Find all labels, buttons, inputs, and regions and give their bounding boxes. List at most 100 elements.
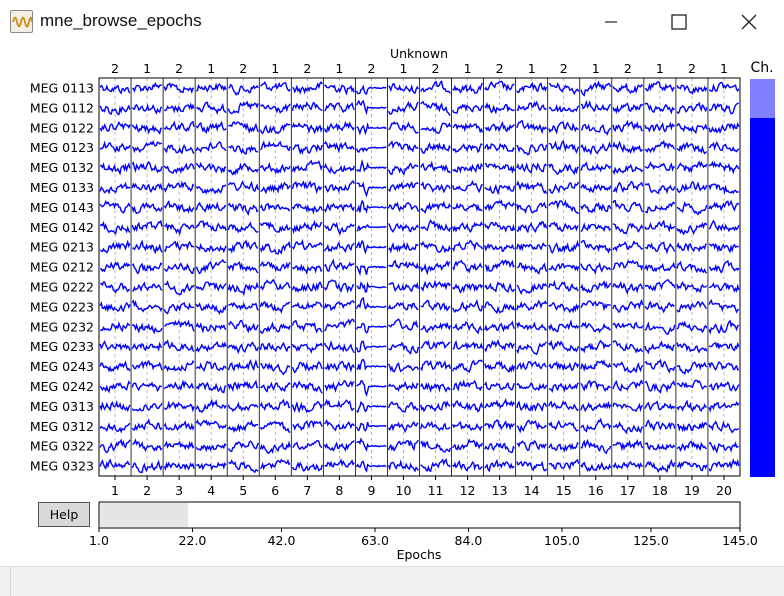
channel-trace	[676, 461, 708, 472]
channel-trace	[323, 398, 355, 412]
epoch-scrollbar[interactable]	[98, 501, 741, 529]
channel-trace	[227, 239, 259, 254]
channel-trace	[420, 359, 451, 372]
channel-trace	[644, 300, 675, 314]
epoch-number-label: 8	[335, 483, 343, 498]
channel-trace	[708, 420, 739, 434]
channel-trace	[644, 279, 676, 292]
channel-trace	[516, 341, 547, 356]
channel-trace	[612, 379, 644, 392]
channel-trace	[420, 279, 451, 293]
channel-trace	[195, 120, 227, 134]
channel-label: MEG 0322	[30, 439, 94, 454]
channel-trace	[195, 340, 227, 353]
channel-trace	[291, 461, 323, 472]
channel-trace	[516, 201, 548, 214]
channel-trace	[195, 302, 227, 315]
channel-trace	[708, 341, 740, 352]
channel-trace	[452, 421, 483, 432]
epoch-number-label: 20	[716, 483, 732, 498]
channel-trace	[291, 101, 323, 112]
channel-trace	[676, 84, 708, 95]
channel-trace	[227, 100, 259, 115]
channel-trace	[132, 281, 163, 293]
channel-trace	[548, 459, 580, 471]
channel-trace	[388, 318, 419, 331]
minimize-button[interactable]	[588, 4, 634, 40]
event-id-label: 2	[688, 61, 696, 76]
help-button[interactable]: Help	[38, 502, 90, 527]
channel-trace	[259, 140, 291, 152]
channel-trace	[195, 258, 227, 275]
channel-trace	[387, 400, 419, 413]
channel-label: MEG 0233	[30, 339, 94, 354]
epoch-number-label: 11	[428, 483, 444, 498]
channel-trace	[163, 143, 195, 155]
channel-trace	[323, 202, 355, 214]
channel-trace	[387, 201, 419, 213]
channel-trace	[708, 219, 740, 233]
channel-trace	[676, 123, 708, 135]
maximize-button[interactable]	[656, 4, 702, 40]
channel-trace	[227, 319, 259, 334]
channel-trace	[452, 162, 484, 174]
channel-trace	[548, 104, 580, 113]
close-button[interactable]	[726, 4, 772, 40]
channel-trace	[580, 99, 612, 113]
channel-trace	[227, 261, 259, 274]
channel-trace	[131, 459, 163, 474]
channel-trace	[99, 422, 131, 434]
channel-trace	[163, 440, 195, 451]
channel-trace	[420, 440, 451, 453]
event-id-row: 2 1 2 1 2 1 2 1 2 1 2 1 2 1 2 1 2 1 2 1	[111, 61, 728, 76]
channel-trace	[516, 262, 548, 275]
channel-trace	[163, 82, 195, 95]
status-separator	[10, 567, 11, 596]
channel-trace	[484, 380, 516, 391]
event-id-label: 1	[656, 61, 664, 76]
channel-trace	[580, 80, 612, 97]
channel-trace	[548, 301, 580, 314]
channel-trace	[388, 259, 419, 270]
channel-trace	[259, 398, 291, 412]
channel-trace	[131, 140, 163, 154]
epochs-plot-area[interactable]	[98, 77, 741, 477]
channel-trace	[132, 81, 162, 93]
channel-trace	[612, 120, 644, 133]
channel-trace	[484, 120, 515, 133]
channel-trace	[644, 458, 676, 474]
channel-label: MEG 0232	[30, 319, 94, 334]
channel-trace	[99, 261, 131, 273]
channel-trace	[196, 101, 227, 115]
channel-trace	[420, 160, 451, 174]
channel-trace	[580, 183, 612, 194]
channel-trace	[676, 440, 707, 452]
channel-trace	[356, 122, 387, 136]
channel-trace	[580, 379, 612, 392]
channel-trace	[484, 458, 515, 473]
channel-trace	[708, 319, 739, 335]
channel-trace	[131, 381, 162, 393]
channel-trace	[708, 140, 740, 153]
channel-trace	[484, 183, 516, 196]
channel-trace	[484, 397, 516, 410]
channel-trace	[195, 442, 227, 453]
channel-trace	[516, 400, 548, 413]
channel-trace	[195, 141, 227, 153]
channel-trace	[388, 281, 419, 293]
epoch-number-label: 9	[367, 483, 375, 498]
channel-trace	[356, 358, 387, 371]
channel-trace	[580, 400, 612, 413]
channel-trace	[516, 419, 547, 434]
channel-trace	[644, 139, 676, 154]
channel-scrollbar[interactable]	[750, 79, 775, 477]
channel-label: MEG 0212	[30, 260, 94, 275]
channel-trace	[227, 379, 259, 393]
channel-trace	[548, 319, 580, 333]
channel-trace	[676, 379, 708, 390]
channel-trace	[644, 261, 676, 273]
epoch-number-label: 15	[556, 483, 572, 498]
channel-trace	[580, 261, 612, 276]
channel-trace	[644, 379, 676, 394]
event-id-label: 1	[335, 61, 343, 76]
